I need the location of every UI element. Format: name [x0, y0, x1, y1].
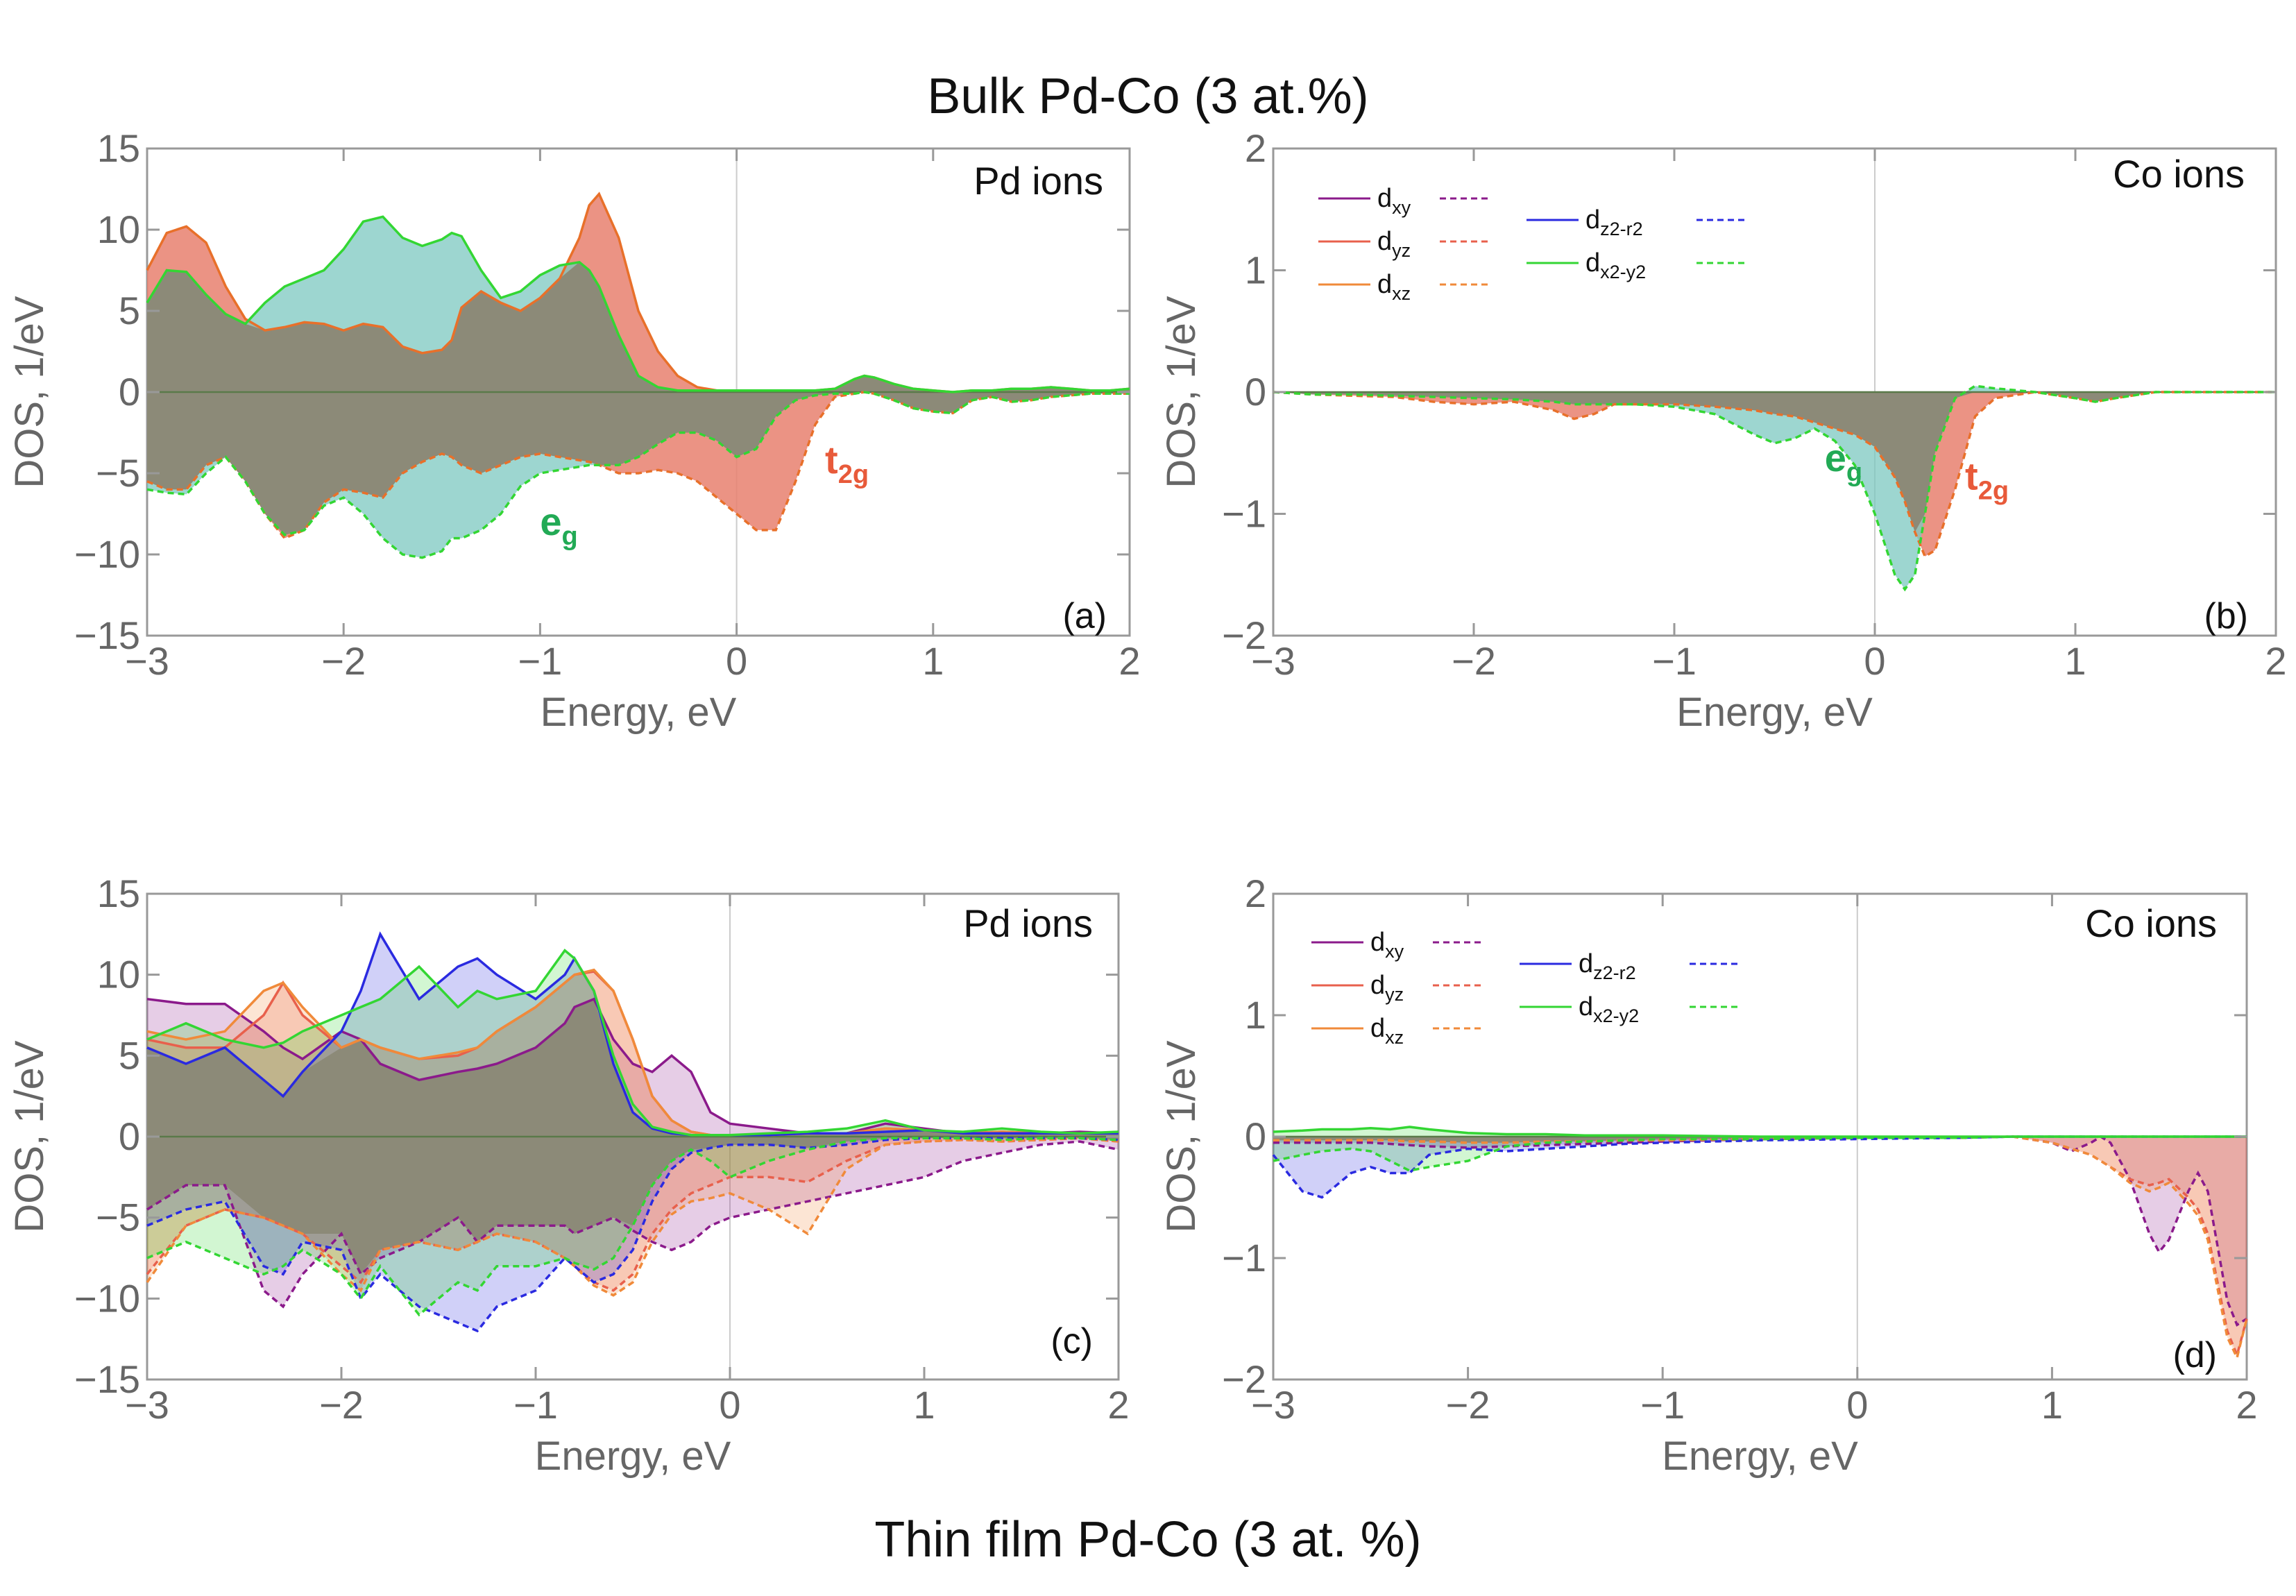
panel-letter: (c) [1051, 1321, 1093, 1361]
x-tick-label: −1 [1640, 1383, 1685, 1427]
y-tick-label: 1 [1245, 248, 1266, 292]
figure-title-bottom: Thin film Pd-Co (3 at. %) [0, 1511, 2296, 1568]
y-tick-label: −5 [96, 1196, 140, 1239]
y-tick-label: −15 [74, 1357, 140, 1401]
orbital-annotation: eg [540, 500, 577, 551]
y-tick-label: 2 [1245, 126, 1266, 170]
x-tick-label: 2 [1119, 639, 1140, 683]
panel-ion-label: Co ions [2085, 901, 2217, 945]
x-axis-label: Energy, eV [1662, 1434, 1858, 1479]
x-tick-label: 1 [913, 1383, 935, 1427]
dos-fill-eg-spin-down [1273, 386, 2276, 589]
panel-letter: (d) [2172, 1335, 2217, 1375]
y-axis-label: DOS, 1/eV [1159, 296, 1204, 489]
y-tick-label: 10 [97, 207, 140, 251]
x-tick-label: −2 [321, 639, 366, 683]
panel-letter: (b) [2204, 596, 2248, 636]
y-axis-label: DOS, 1/eV [7, 1040, 52, 1233]
y-tick-label: −1 [1222, 492, 1266, 536]
legend-label: dyz [1377, 227, 1411, 261]
y-tick-label: −2 [1222, 1357, 1266, 1401]
legend-label: dxz [1377, 270, 1411, 304]
legend-label: dx2-y2 [1579, 992, 1639, 1026]
overlap-fill-down [1273, 392, 2276, 532]
y-tick-label: −2 [1222, 613, 1266, 657]
x-tick-label: −1 [513, 1383, 558, 1427]
legend-item-z2-r2: dz2-r2 [1520, 949, 1742, 983]
x-tick-label: 0 [726, 639, 747, 683]
legend-item-yz: dyz [1318, 227, 1492, 261]
legend-label: dxy [1370, 928, 1404, 962]
x-tick-label: −1 [1652, 639, 1697, 683]
y-axis-label: DOS, 1/eV [7, 296, 52, 489]
x-tick-label: 0 [1864, 639, 1885, 683]
y-tick-label: −10 [74, 532, 140, 576]
legend-item-x2-y2: dx2-y2 [1520, 992, 1742, 1026]
legend-item-yz: dyz [1311, 971, 1485, 1005]
x-tick-label: 1 [922, 639, 944, 683]
y-tick-label: 0 [119, 1114, 140, 1158]
y-tick-label: 15 [97, 872, 140, 915]
legend-item-xz: dxz [1311, 1014, 1485, 1048]
y-tick-label: 5 [119, 289, 140, 332]
legend-label: dz2-r2 [1585, 205, 1643, 239]
x-tick-label: 2 [2236, 1383, 2257, 1427]
panel-letter: (a) [1062, 596, 1107, 636]
panel-ion-label: Co ions [2113, 152, 2245, 196]
y-tick-label: −5 [96, 451, 140, 495]
x-tick-label: 2 [1107, 1383, 1129, 1427]
x-axis-label: Energy, eV [1676, 690, 1873, 735]
panel-ion-label: Pd ions [963, 901, 1093, 945]
y-tick-label: 1 [1245, 993, 1266, 1037]
y-tick-label: 5 [119, 1033, 140, 1077]
y-tick-label: −10 [74, 1276, 140, 1320]
x-axis-label: Energy, eV [541, 690, 737, 735]
x-tick-label: −2 [1452, 639, 1496, 683]
x-tick-label: 1 [2041, 1383, 2063, 1427]
x-tick-label: 1 [2064, 639, 2086, 683]
x-axis-label: Energy, eV [535, 1434, 731, 1479]
legend-label: dyz [1370, 971, 1404, 1005]
legend-label: dxy [1377, 184, 1411, 218]
y-tick-label: 0 [119, 370, 140, 414]
legend-label: dxz [1370, 1014, 1404, 1048]
x-tick-label: −1 [518, 639, 562, 683]
y-tick-label: 0 [1245, 1114, 1266, 1158]
y-tick-label: 2 [1245, 872, 1266, 915]
y-tick-label: 0 [1245, 370, 1266, 414]
y-tick-label: 15 [97, 126, 140, 170]
legend-item-z2-r2: dz2-r2 [1527, 205, 1749, 239]
legend-item-xz: dxz [1318, 270, 1492, 304]
x-tick-label: 2 [2265, 639, 2286, 683]
figure-title-top: Bulk Pd-Co (3 at.%) [0, 68, 2296, 125]
legend-label: dz2-r2 [1579, 949, 1636, 983]
x-tick-label: −2 [1446, 1383, 1490, 1427]
orbital-annotation: t2g [1965, 454, 2009, 505]
orbital-annotation: t2g [825, 438, 869, 489]
legend-item-x2-y2: dx2-y2 [1527, 248, 1749, 282]
x-tick-label: 0 [1846, 1383, 1868, 1427]
y-tick-label: 10 [97, 953, 140, 996]
y-tick-label: −1 [1222, 1236, 1266, 1280]
y-tick-label: −15 [74, 613, 140, 657]
panel-ion-label: Pd ions [973, 159, 1103, 203]
y-axis-label: DOS, 1/eV [1159, 1040, 1204, 1233]
legend-item-xy: dxy [1318, 184, 1492, 218]
legend-label: dx2-y2 [1585, 248, 1646, 282]
x-tick-label: 0 [719, 1383, 740, 1427]
legend-item-xy: dxy [1311, 928, 1485, 962]
x-tick-label: −2 [319, 1383, 364, 1427]
